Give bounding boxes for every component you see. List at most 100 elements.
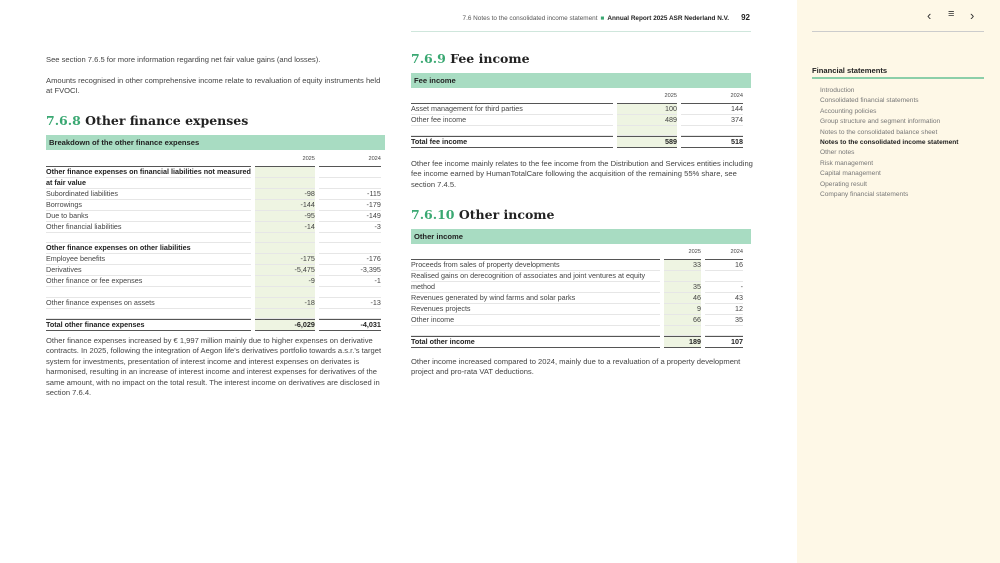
value-2024: -3 [318, 222, 381, 233]
fee-income-table: 2025 2024 Asset management for third parti… [407, 92, 747, 149]
value-2024: 144 [681, 104, 743, 115]
value-2024: 35 [705, 315, 743, 326]
table-row: Realised gains on derecognition of assoc… [411, 271, 743, 282]
value-2025: -144 [254, 200, 315, 211]
toc-item[interactable]: Notes to the consolidated balance sheet [820, 128, 938, 136]
toc-item[interactable]: Capital management [820, 170, 881, 178]
value-2024 [318, 309, 381, 320]
value-2025 [254, 233, 315, 244]
value-2025 [254, 308, 315, 320]
table-row: at fair value [46, 178, 381, 189]
section-heading-7-6-10: 7.6.10 Other income [411, 207, 554, 222]
row-label: Due to banks [46, 211, 251, 222]
table-row [46, 233, 381, 244]
row-label: Realised gains on derecognition of assoc… [411, 271, 660, 282]
value-2025 [617, 126, 677, 137]
row-label: Borrowings [46, 200, 251, 211]
value-2024: -115 [318, 189, 381, 200]
separator-dot: ■ [600, 15, 605, 22]
table-row: Other finance expenses on other liabilit… [46, 243, 381, 255]
table-row: Due to banks -95 -149 [46, 211, 381, 222]
heading-text: Other income [458, 207, 555, 222]
row-label: Other financial liabilities [46, 222, 251, 233]
table-row [411, 326, 743, 337]
label-header [411, 248, 660, 260]
value-2025: -18 [254, 297, 315, 309]
row-label: Total fee income [411, 136, 613, 149]
table-of-contents: Introduction Consolidated financial state… [820, 86, 959, 200]
value-2025: 33 [664, 260, 701, 271]
value-2025 [254, 167, 315, 178]
value-2024: -149 [318, 211, 381, 222]
table-row: Borrowings -144 -179 [46, 200, 381, 211]
value-2025: 189 [664, 336, 701, 349]
toc-item[interactable]: Operating result [820, 180, 867, 188]
year-header: 2024 [681, 92, 743, 104]
other-income-note: Other income increased compared to 2024,… [411, 357, 741, 377]
total-row: Total fee income 589 518 [411, 136, 743, 149]
header-section: 7.6 Notes to the consolidated income sta… [462, 15, 598, 22]
toc-item[interactable]: Consolidated financial statements [820, 97, 919, 105]
table-row [411, 126, 743, 137]
chevron-left-icon[interactable]: ‹ [927, 8, 932, 23]
value-2025: -9 [254, 276, 315, 288]
value-2025: -14 [254, 222, 315, 233]
toc-item[interactable]: Other notes [820, 149, 855, 157]
heading-text: Other finance expenses [85, 113, 249, 128]
toc-item[interactable]: Introduction [820, 87, 855, 94]
label-header [46, 155, 251, 167]
value-2024: 107 [705, 336, 743, 349]
toc-item[interactable]: Group structure and segment information [820, 118, 941, 126]
row-label: Other finance expenses on other liabilit… [46, 243, 251, 255]
heading-text: Fee income [450, 51, 530, 66]
label-header [411, 92, 613, 104]
value-2024: 518 [681, 136, 743, 149]
value-2025: 100 [617, 104, 677, 115]
toc-item[interactable]: Accounting policies [820, 107, 877, 115]
year-header: 2025 [664, 248, 701, 260]
table-row [46, 308, 381, 320]
row-label: Asset management for third parties [411, 104, 613, 115]
sidebar-title: Financial statements [812, 66, 888, 75]
intro-paragraph-2: Amounts recognised in other comprehensiv… [46, 76, 381, 96]
row-label: Other finance expenses on financial liab… [46, 167, 251, 178]
table-title: Other income [411, 229, 751, 244]
row-label [46, 233, 251, 244]
value-2025: 9 [664, 304, 701, 315]
value-2024 [318, 287, 381, 298]
row-label: Subordinated liabilities [46, 189, 251, 200]
value-2024: 16 [705, 260, 743, 271]
row-label [411, 326, 660, 337]
value-2025: 489 [617, 115, 677, 126]
value-2025: -6,029 [254, 319, 315, 332]
row-label [411, 126, 613, 137]
sidebar-divider [812, 31, 984, 32]
section-heading-7-6-8: 7.6.8 Other finance expenses [46, 113, 248, 128]
finance-expenses-note: Other finance expenses increased by € 1,… [46, 336, 382, 398]
toc-item[interactable]: Notes to the consolidated income stateme… [820, 139, 959, 147]
table-row: Proceeds from sales of property developm… [411, 260, 743, 271]
table-row: Employee benefits -175 -176 [46, 254, 381, 266]
table-row: Other fee income 489 374 [411, 115, 743, 126]
sidebar [797, 0, 1000, 563]
table-header-row: 2025 2024 [411, 248, 743, 260]
hamburger-menu-icon[interactable]: ≡ [948, 8, 955, 20]
row-label [46, 287, 251, 298]
total-row: Total other finance expenses -6,029 -4,031 [46, 319, 381, 332]
section-heading-7-6-9: 7.6.9 Fee income [411, 51, 530, 66]
value-2024: -3,395 [318, 265, 381, 277]
row-label: Other fee income [411, 115, 613, 126]
row-label: at fair value [46, 178, 251, 189]
value-2025: 46 [664, 293, 701, 304]
row-label: Other finance expenses on assets [46, 298, 251, 309]
value-2024: -176 [318, 254, 381, 266]
table-header-row: 2025 2024 [411, 92, 743, 104]
table-title: Fee income [411, 73, 751, 88]
chevron-right-icon[interactable]: › [970, 8, 975, 23]
row-label: Revenues generated by wind farms and sol… [411, 293, 660, 304]
table-row: Other income 66 35 [411, 315, 743, 326]
year-header: 2024 [705, 248, 743, 260]
toc-item[interactable]: Risk management [820, 159, 874, 167]
value-2025 [664, 271, 701, 282]
toc-item[interactable]: Company financial statements [820, 191, 909, 199]
